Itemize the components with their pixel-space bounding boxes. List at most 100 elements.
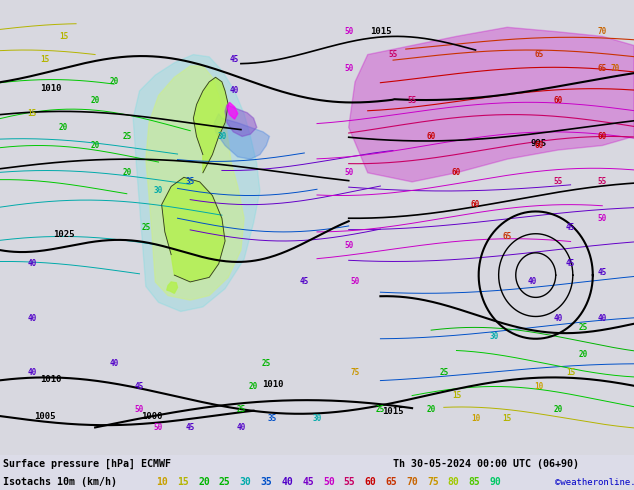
Text: 25: 25 [236, 405, 245, 414]
Text: 25: 25 [439, 368, 448, 377]
Text: 45: 45 [598, 269, 607, 277]
Text: 60: 60 [427, 132, 436, 141]
Text: 45: 45 [302, 477, 314, 487]
Text: Surface pressure [hPa] ECMWF: Surface pressure [hPa] ECMWF [3, 459, 171, 469]
Text: 15: 15 [40, 54, 49, 64]
Text: 10: 10 [157, 477, 169, 487]
Text: 25: 25 [122, 132, 131, 141]
Text: 50: 50 [135, 405, 144, 414]
Text: 1010: 1010 [40, 375, 61, 384]
Text: 20: 20 [110, 77, 119, 86]
Text: 10: 10 [534, 382, 543, 391]
Text: 30: 30 [217, 132, 226, 141]
Polygon shape [146, 66, 244, 300]
Text: 60: 60 [553, 96, 562, 104]
Text: 15: 15 [566, 368, 575, 377]
Text: 20: 20 [59, 123, 68, 132]
Text: 55: 55 [389, 50, 398, 59]
Polygon shape [214, 114, 269, 159]
Text: 20: 20 [122, 168, 131, 177]
Text: 45: 45 [186, 423, 195, 432]
Text: 20: 20 [91, 141, 100, 150]
Text: 20: 20 [91, 96, 100, 104]
Text: 40: 40 [27, 259, 36, 268]
Text: 20: 20 [427, 405, 436, 414]
Text: 45: 45 [566, 259, 575, 268]
Text: 60: 60 [598, 132, 607, 141]
Text: 40: 40 [27, 314, 36, 323]
Text: 1015: 1015 [382, 407, 404, 416]
Text: 70: 70 [406, 477, 418, 487]
Text: 15: 15 [452, 391, 461, 400]
Text: 40: 40 [236, 423, 245, 432]
Text: 50: 50 [344, 241, 353, 250]
Text: 60: 60 [471, 200, 480, 209]
Text: 40: 40 [230, 86, 239, 96]
Text: ©weatheronline.co.uk: ©weatheronline.co.uk [555, 478, 634, 487]
Polygon shape [162, 177, 225, 282]
Text: 50: 50 [598, 214, 607, 223]
Polygon shape [133, 54, 260, 312]
Polygon shape [167, 282, 178, 294]
Text: 40: 40 [110, 359, 119, 368]
Polygon shape [225, 104, 257, 136]
Text: 25: 25 [579, 323, 588, 332]
Text: 1015: 1015 [370, 27, 391, 36]
Text: 55: 55 [598, 177, 607, 186]
Text: 55: 55 [344, 477, 356, 487]
Text: Isotachs 10m (km/h): Isotachs 10m (km/h) [3, 477, 117, 487]
Text: 30: 30 [154, 187, 163, 196]
Text: Th 30-05-2024 00:00 UTC (06+90): Th 30-05-2024 00:00 UTC (06+90) [393, 459, 579, 469]
Text: 15: 15 [27, 109, 36, 118]
Text: 70: 70 [598, 27, 607, 36]
Text: 1000: 1000 [141, 412, 163, 420]
Text: 995: 995 [531, 139, 547, 148]
Text: 55: 55 [553, 177, 562, 186]
Text: 1010: 1010 [262, 380, 283, 389]
Text: 45: 45 [230, 54, 239, 64]
Text: 40: 40 [528, 277, 537, 287]
Text: 40: 40 [281, 477, 293, 487]
Text: 35: 35 [268, 414, 277, 423]
Text: 15: 15 [178, 477, 189, 487]
Text: 70: 70 [611, 64, 619, 73]
Text: 1010: 1010 [40, 84, 61, 93]
Text: 45: 45 [300, 277, 309, 287]
Text: 10: 10 [471, 414, 480, 423]
Text: 25: 25 [219, 477, 231, 487]
Text: 20: 20 [249, 382, 258, 391]
Text: 45: 45 [135, 382, 144, 391]
Text: 40: 40 [598, 314, 607, 323]
Text: 50: 50 [154, 423, 163, 432]
Text: 1025: 1025 [53, 230, 74, 239]
Text: 30: 30 [240, 477, 252, 487]
Polygon shape [349, 27, 634, 182]
Text: 80: 80 [448, 477, 460, 487]
Text: 20: 20 [553, 405, 562, 414]
Text: 60: 60 [534, 141, 543, 150]
Text: 65: 65 [534, 50, 543, 59]
Text: 40: 40 [553, 314, 562, 323]
Text: 1005: 1005 [34, 412, 55, 420]
Text: 40: 40 [27, 368, 36, 377]
Text: 20: 20 [198, 477, 210, 487]
Text: 50: 50 [344, 168, 353, 177]
Text: 65: 65 [598, 64, 607, 73]
Text: 50: 50 [351, 277, 359, 287]
Text: 90: 90 [489, 477, 501, 487]
Text: 20: 20 [579, 350, 588, 359]
Text: 50: 50 [344, 64, 353, 73]
Text: 35: 35 [186, 177, 195, 186]
Text: 65: 65 [385, 477, 397, 487]
Text: 65: 65 [503, 232, 512, 241]
Text: 30: 30 [490, 332, 499, 341]
Text: 35: 35 [261, 477, 273, 487]
Polygon shape [193, 77, 228, 173]
Text: 25: 25 [376, 405, 385, 414]
Text: 30: 30 [313, 414, 321, 423]
Text: 15: 15 [503, 414, 512, 423]
Text: 45: 45 [566, 223, 575, 232]
Text: 60: 60 [452, 168, 461, 177]
Text: 55: 55 [408, 96, 417, 104]
Text: 85: 85 [469, 477, 481, 487]
